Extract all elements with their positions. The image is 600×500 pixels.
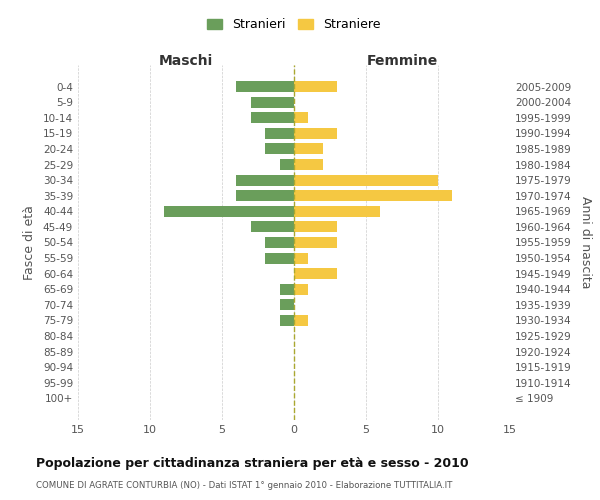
Bar xyxy=(294,315,308,326)
Bar xyxy=(265,237,294,248)
Y-axis label: Anni di nascita: Anni di nascita xyxy=(578,196,592,289)
Bar xyxy=(294,222,337,232)
Bar xyxy=(236,174,294,186)
Bar xyxy=(294,144,323,154)
Bar xyxy=(294,190,452,201)
Bar xyxy=(294,284,308,294)
Text: Maschi: Maschi xyxy=(159,54,213,68)
Bar xyxy=(251,96,294,108)
Text: Femmine: Femmine xyxy=(367,54,437,68)
Bar xyxy=(294,159,323,170)
Bar xyxy=(164,206,294,217)
Bar xyxy=(294,252,308,264)
Bar xyxy=(236,190,294,201)
Bar xyxy=(294,128,337,139)
Bar xyxy=(294,206,380,217)
Bar xyxy=(251,222,294,232)
Bar xyxy=(294,81,337,92)
Bar xyxy=(265,128,294,139)
Bar xyxy=(294,112,308,123)
Bar xyxy=(294,268,337,279)
Bar xyxy=(294,237,337,248)
Bar xyxy=(280,300,294,310)
Bar xyxy=(265,144,294,154)
Text: Popolazione per cittadinanza straniera per età e sesso - 2010: Popolazione per cittadinanza straniera p… xyxy=(36,458,469,470)
Y-axis label: Fasce di età: Fasce di età xyxy=(23,205,36,280)
Bar xyxy=(280,315,294,326)
Legend: Stranieri, Straniere: Stranieri, Straniere xyxy=(207,18,381,31)
Bar xyxy=(251,112,294,123)
Bar xyxy=(265,252,294,264)
Bar xyxy=(280,284,294,294)
Bar xyxy=(280,159,294,170)
Bar xyxy=(236,81,294,92)
Bar xyxy=(294,174,438,186)
Text: COMUNE DI AGRATE CONTURBIA (NO) - Dati ISTAT 1° gennaio 2010 - Elaborazione TUTT: COMUNE DI AGRATE CONTURBIA (NO) - Dati I… xyxy=(36,481,452,490)
